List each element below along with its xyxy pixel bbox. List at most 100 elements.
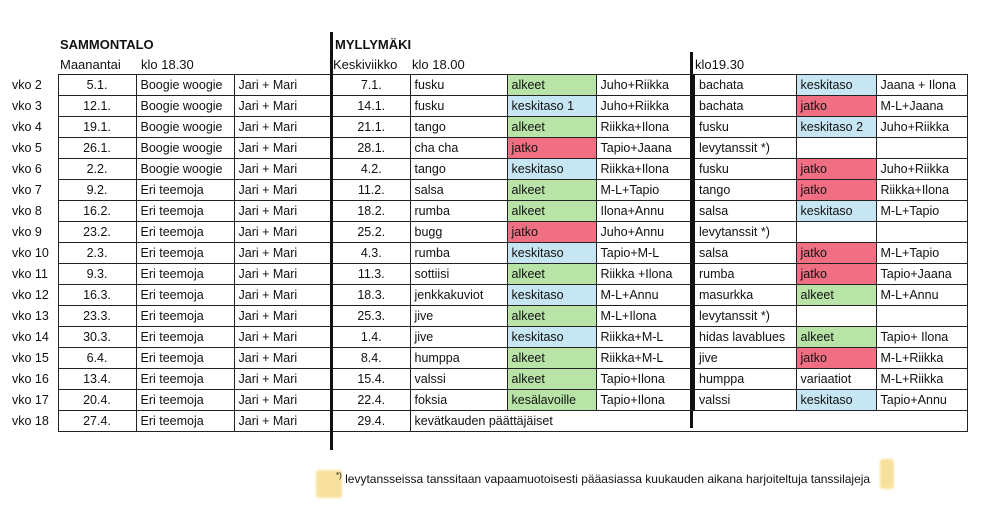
level-1930: alkeet: [795, 284, 877, 306]
monday-theme: Eri teemoja: [135, 200, 235, 222]
monday-date: 9.2.: [57, 179, 137, 201]
week-label: vko 2: [12, 78, 42, 92]
teachers-1930: M-L+Riikka: [875, 347, 968, 369]
teachers-1800: M-L+Ilona: [595, 305, 695, 327]
wednesday-date: 4.2.: [331, 158, 411, 180]
dance-1800: jive: [409, 326, 508, 348]
monday-teachers: Jari + Mari: [233, 410, 333, 432]
time-label-1830: klo 18.30: [141, 57, 194, 72]
table-row: vko 15 6.4. Eri teemoja Jari + Mari 8.4. hump…: [0, 347, 968, 369]
level-1930: jatko: [795, 95, 877, 117]
wednesday-date: 21.1.: [331, 116, 411, 138]
monday-teachers: Jari + Mari: [233, 116, 333, 138]
dance-1800: cha cha: [409, 137, 508, 159]
monday-teachers: Jari + Mari: [233, 368, 333, 390]
teachers-1930: M-L+Tapio: [875, 200, 968, 222]
wednesday-date: 18.2.: [331, 200, 411, 222]
monday-teachers: Jari + Mari: [233, 389, 333, 411]
dance-1800: foksia: [409, 389, 508, 411]
level-1800: jatko: [506, 137, 597, 159]
monday-theme: Eri teemoja: [135, 242, 235, 264]
monday-theme: Boogie woogie: [135, 95, 235, 117]
week-label: vko 16: [12, 372, 49, 386]
teachers-1930: M-L+Jaana: [875, 95, 968, 117]
dance-1930: levytanssit *): [693, 137, 797, 159]
level-1930: [795, 305, 877, 327]
wednesday-date: 28.1.: [331, 137, 411, 159]
dance-1800: fusku: [409, 95, 508, 117]
monday-teachers: Jari + Mari: [233, 326, 333, 348]
week-label: vko 3: [12, 99, 42, 113]
level-1800: alkeet: [506, 200, 597, 222]
dance-1930: fusku: [693, 116, 797, 138]
wednesday-date: 15.4.: [331, 368, 411, 390]
level-1930: keskitaso: [795, 74, 877, 96]
monday-theme: Boogie woogie: [135, 158, 235, 180]
wednesday-date: 11.3.: [331, 263, 411, 285]
week-label: vko 18: [12, 414, 49, 428]
dance-1800: fusku: [409, 74, 508, 96]
monday-date: 16.2.: [57, 200, 137, 222]
day-label-monday: Maanantai: [60, 57, 121, 72]
dance-1930: hidas lavablues: [693, 326, 797, 348]
table-row: vko 13 23.3. Eri teemoja Jari + Mari 25.3. ji…: [0, 305, 968, 327]
table-row: vko 18 27.4. Eri teemoja Jari + Mari 29.4. ke…: [0, 410, 968, 432]
level-1800: kesälavoille: [506, 389, 597, 411]
level-1800: keskitaso: [506, 158, 597, 180]
dance-1930: salsa: [693, 200, 797, 222]
monday-date: 20.4.: [57, 389, 137, 411]
teachers-1930: Juho+Riikka: [875, 116, 968, 138]
monday-theme: Eri teemoja: [135, 326, 235, 348]
monday-theme: Eri teemoja: [135, 410, 235, 432]
dance-1800: tango: [409, 116, 508, 138]
time-label-1930: klo19.30: [695, 57, 745, 72]
wednesday-date: 11.2.: [331, 179, 411, 201]
wednesday-date: 22.4.: [331, 389, 411, 411]
monday-date: 26.1.: [57, 137, 137, 159]
table-row: vko 12 16.3. Eri teemoja Jari + Mari 18.3. je…: [0, 284, 968, 306]
dance-1800: sottiisi: [409, 263, 508, 285]
level-1800: keskitaso: [506, 326, 597, 348]
dance-1930: rumba: [693, 263, 797, 285]
wednesday-date: 8.4.: [331, 347, 411, 369]
level-1800: alkeet: [506, 347, 597, 369]
dance-1800: valssi: [409, 368, 508, 390]
wednesday-date: 4.3.: [331, 242, 411, 264]
week-label: vko 6: [12, 162, 42, 176]
teachers-1800: Ilona+Annu: [595, 200, 695, 222]
monday-theme: Eri teemoja: [135, 368, 235, 390]
teachers-1800: Riikka +Ilona: [595, 263, 695, 285]
monday-theme: Eri teemoja: [135, 389, 235, 411]
teachers-1930: [875, 137, 968, 159]
teachers-1930: M-L+Annu: [875, 284, 968, 306]
monday-date: 23.3.: [57, 305, 137, 327]
wednesday-date: 7.1.: [331, 74, 411, 96]
level-1930: jatko: [795, 263, 877, 285]
teachers-1800: Juho+Riikka: [595, 95, 695, 117]
schedule-body: vko 2 5.1. Boogie woogie Jari + Mari 7.1. fus…: [0, 74, 968, 432]
dance-1930: salsa: [693, 242, 797, 264]
monday-teachers: Jari + Mari: [233, 158, 333, 180]
table-row: vko 6 2.2. Boogie woogie Jari + Mari 4.2. tan…: [0, 158, 968, 180]
monday-teachers: Jari + Mari: [233, 263, 333, 285]
table-row: vko 3 12.1. Boogie woogie Jari + Mari 14.1. f…: [0, 95, 968, 117]
dance-1800: humppa: [409, 347, 508, 369]
wednesday-date: 14.1.: [331, 95, 411, 117]
monday-teachers: Jari + Mari: [233, 137, 333, 159]
monday-theme: Eri teemoja: [135, 221, 235, 243]
monday-date: 12.1.: [57, 95, 137, 117]
table-row: vko 9 23.2. Eri teemoja Jari + Mari 25.2. bug…: [0, 221, 968, 243]
table-row: vko 5 26.1. Boogie woogie Jari + Mari 28.1. c…: [0, 137, 968, 159]
venue-title-myllymaki: MYLLYMÄKI: [335, 37, 412, 52]
level-1800: jatko: [506, 221, 597, 243]
wednesday-date: 29.4.: [331, 410, 411, 432]
monday-theme: Eri teemoja: [135, 284, 235, 306]
wednesday-date: 18.3.: [331, 284, 411, 306]
dance-1800: tango: [409, 158, 508, 180]
dance-1930: levytanssit *): [693, 221, 797, 243]
week-label: vko 14: [12, 330, 49, 344]
level-1800: keskitaso: [506, 242, 597, 264]
week-label: vko 10: [12, 246, 49, 260]
level-1930: jatko: [795, 347, 877, 369]
monday-date: 9.3.: [57, 263, 137, 285]
